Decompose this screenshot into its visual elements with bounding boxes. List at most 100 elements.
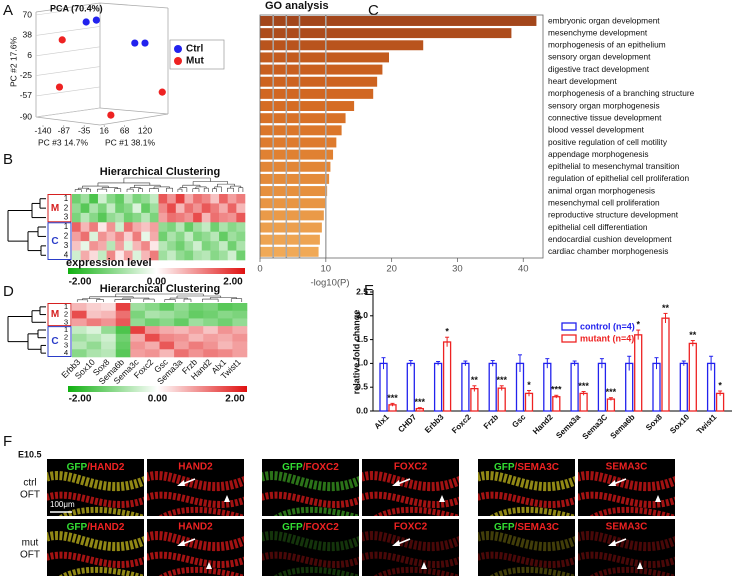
error-bar xyxy=(490,360,495,367)
heatmap-cell xyxy=(219,222,228,233)
x-tick-label: Hand2 xyxy=(531,412,555,436)
point xyxy=(92,16,100,24)
error-bar xyxy=(527,390,531,397)
bar xyxy=(260,198,326,209)
heatmap-cell xyxy=(210,241,220,251)
image-content xyxy=(362,531,459,576)
heatmap-cell xyxy=(219,231,228,242)
point xyxy=(82,18,90,26)
heatmap-cell xyxy=(227,241,237,251)
heatmap-cell xyxy=(149,231,159,242)
heatmap-cell xyxy=(123,203,133,214)
group-bracket xyxy=(47,326,72,357)
heading-part: /HAND2 xyxy=(87,522,125,533)
heatmap-cell xyxy=(115,222,125,233)
heatmap-cell xyxy=(203,326,219,335)
heatmap-cell xyxy=(167,231,177,242)
colorbar xyxy=(68,268,245,274)
heatmap-cell xyxy=(115,310,131,319)
significance-label: ** xyxy=(662,303,670,313)
row-label: 1 xyxy=(64,194,69,203)
error-bar xyxy=(499,385,504,391)
tissue-signal xyxy=(578,491,675,508)
heatmap-cell xyxy=(130,349,146,358)
arrowhead-marker xyxy=(637,562,643,569)
heatmap-cell xyxy=(89,194,99,204)
heatmap-cell xyxy=(115,250,125,261)
heatmap-cell xyxy=(227,203,237,214)
bar xyxy=(260,161,331,172)
heatmap-cell xyxy=(167,222,177,233)
group-bracket xyxy=(47,222,72,261)
error-bar xyxy=(581,390,586,396)
image-content xyxy=(147,471,244,516)
bar xyxy=(634,334,643,412)
row-label: 1 xyxy=(64,302,68,311)
significance-label: * xyxy=(718,380,722,390)
bar xyxy=(579,392,588,412)
heatmap-cell xyxy=(144,326,160,335)
tissue-signal xyxy=(47,531,144,552)
heatmap-cell xyxy=(89,212,99,223)
x-tick-label: CHD7 xyxy=(396,412,418,434)
heatmap-cell xyxy=(159,303,175,312)
heatmap-cell xyxy=(175,250,185,261)
panel-label: D xyxy=(3,283,14,300)
row-label: 2 xyxy=(64,232,69,241)
heading-part: GFP xyxy=(282,462,303,473)
heatmap-cell xyxy=(203,333,219,342)
bar xyxy=(461,362,470,412)
heatmap-cell xyxy=(203,341,219,350)
bar xyxy=(470,387,479,412)
heatmap-cell xyxy=(193,203,203,214)
error-bar xyxy=(690,340,695,347)
heatmap-cell xyxy=(227,250,237,261)
heatmap-cell xyxy=(184,250,194,261)
bar xyxy=(488,362,497,412)
bar xyxy=(260,52,389,63)
heatmap-cell xyxy=(101,349,117,358)
heatmap-cell xyxy=(167,194,177,204)
colorbar-tick-label: 2.00 xyxy=(225,394,245,405)
tissue-signal xyxy=(262,551,359,568)
bar xyxy=(260,173,330,184)
x-tick-label: Erbb3 xyxy=(423,412,446,435)
heading-part: /HAND2 xyxy=(87,462,125,473)
category-label: morphogenesis of an epithelium xyxy=(548,40,666,50)
bar xyxy=(260,222,322,233)
significance-label: ** xyxy=(471,375,479,385)
row-label: 4 xyxy=(64,250,69,259)
colorbar-tick-label: 0.00 xyxy=(148,394,168,405)
heatmap-cell xyxy=(184,212,194,223)
row-label: 1 xyxy=(64,325,68,334)
heatmap-cell xyxy=(158,250,168,261)
bar xyxy=(661,317,670,412)
y-tick-label: 2.5 xyxy=(356,286,368,296)
heatmap-cell xyxy=(203,318,219,327)
heatmap-cell xyxy=(101,326,117,335)
group-label: M xyxy=(51,309,59,320)
heatmap-cell xyxy=(219,212,228,223)
heatmap-cell xyxy=(106,250,116,261)
heatmap-cell xyxy=(86,318,102,327)
box-edge xyxy=(99,2,169,9)
y-tick-label: 0.5 xyxy=(356,381,368,391)
tissue-signal xyxy=(47,551,144,568)
bar xyxy=(442,341,452,412)
heatmap-cell xyxy=(217,303,233,312)
heatmap-cell xyxy=(210,203,220,214)
heatmap-cell xyxy=(115,333,131,342)
heatmap-cell xyxy=(232,341,248,350)
x-tick-label: 120 xyxy=(138,125,152,135)
box-edge xyxy=(99,113,169,126)
tissue-signal xyxy=(47,491,144,508)
heatmap-cell xyxy=(144,310,160,319)
heatmap-cell xyxy=(89,250,99,261)
arrowhead-marker xyxy=(655,495,661,502)
heatmap-cell xyxy=(132,241,142,251)
significance-label: ** xyxy=(689,330,697,340)
heatmap-cell xyxy=(80,194,90,204)
row-label: 2 xyxy=(64,310,68,319)
x-tick-label: Twist1 xyxy=(695,412,719,436)
